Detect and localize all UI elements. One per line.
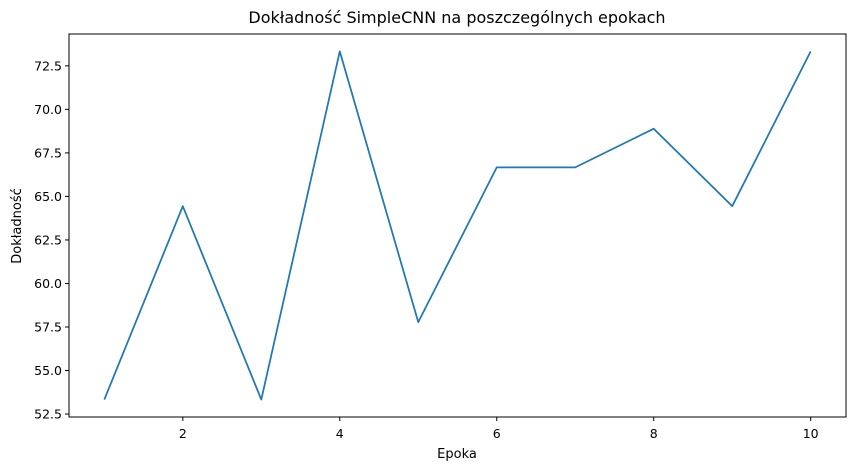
x-axis-ticks: 2 4 6 8 10 <box>179 417 819 441</box>
y-axis-ticks: 52.5 55.0 57.5 60.0 62.5 65.0 67.5 70.0 72.5 <box>34 58 69 422</box>
y-tick-label: 52.5 <box>34 407 62 422</box>
y-axis-label: Dokładność <box>10 188 25 264</box>
x-tick-label: 8 <box>650 426 658 441</box>
y-tick-label: 72.5 <box>34 58 62 73</box>
chart-title: Dokładność SimpleCNN na poszczególnych e… <box>248 8 665 27</box>
y-tick-label: 57.5 <box>34 319 62 334</box>
x-axis-label: Epoka <box>437 447 477 462</box>
series-line <box>103 50 812 401</box>
y-tick-label: 55.0 <box>34 363 62 378</box>
y-tick-label: 65.0 <box>34 189 62 204</box>
x-tick-label: 4 <box>336 426 344 441</box>
plot-frame <box>68 33 847 418</box>
y-tick-label: 67.5 <box>34 145 62 160</box>
y-tick-label: 70.0 <box>34 102 62 117</box>
x-tick-label: 2 <box>179 426 187 441</box>
x-tick-label: 6 <box>493 426 501 441</box>
x-tick-label: 10 <box>803 426 819 441</box>
y-tick-label: 62.5 <box>34 232 62 247</box>
y-tick-label: 60.0 <box>34 276 62 291</box>
